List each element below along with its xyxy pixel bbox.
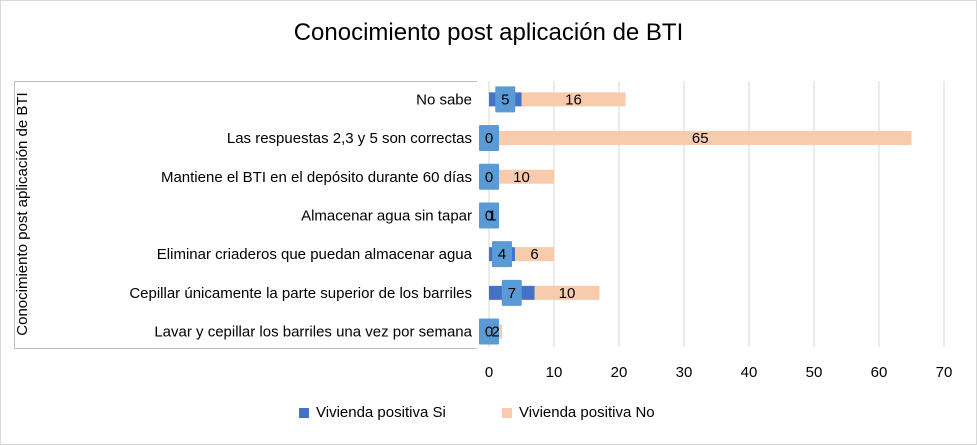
legend-swatch-no (502, 407, 512, 418)
data-label-box-si (479, 163, 499, 190)
category-label: No sabe (416, 91, 472, 108)
data-label-no: 10 (513, 169, 530, 186)
category-label: Almacenar agua sin tapar (301, 207, 472, 224)
legend-item-si: Vivienda positiva Si (299, 404, 446, 421)
category-label: Lavar y cepillar los barriles una vez po… (154, 324, 472, 341)
bar-no (515, 247, 554, 262)
legend-item-no: Vivienda positiva No (502, 404, 655, 421)
legend-swatch-si (299, 407, 309, 418)
x-tick-label: 50 (806, 364, 823, 381)
x-tick-label: 20 (611, 364, 628, 381)
data-label-box-si (479, 125, 499, 152)
data-label-si: 0 (485, 130, 493, 147)
x-tick-label: 0 (485, 364, 493, 381)
chart-title: Conocimiento post aplicación de BTI (293, 19, 684, 46)
legend-label-si: Vivienda positiva Si (316, 404, 446, 421)
data-label-si: 0 (485, 207, 493, 224)
category-label: Eliminar criaderos que puedan almacenar … (157, 246, 473, 263)
category-label: Las respuestas 2,3 y 5 son correctas (227, 130, 472, 147)
legend-label-no: Vivienda positiva No (519, 404, 655, 421)
data-label-box-si (501, 279, 522, 306)
data-label-box-si (495, 86, 516, 113)
data-label-box-si (479, 318, 499, 345)
data-label-box-si (479, 202, 499, 229)
data-label-no: 65 (692, 130, 709, 147)
bar-no (489, 169, 554, 184)
bar-no (534, 285, 600, 300)
category-label: Cepillar únicamente la parte superior de… (129, 285, 472, 302)
data-label-no: 6 (530, 246, 538, 263)
y-axis-label-box (14, 81, 477, 349)
data-label-no: 2 (491, 324, 499, 341)
data-label-si: 5 (501, 91, 509, 108)
data-label-si: 4 (498, 246, 506, 263)
data-label-no: 16 (565, 91, 582, 108)
x-tick-label: 70 (936, 364, 953, 381)
data-label-no: 10 (559, 285, 576, 302)
data-label-no: 1 (488, 207, 496, 224)
bar-no (489, 131, 912, 146)
x-tick-label: 30 (676, 364, 693, 381)
data-label-si: 0 (485, 324, 493, 341)
data-label-si: 7 (508, 285, 516, 302)
bar-no (521, 92, 626, 107)
category-label: Mantiene el BTI en el depósito durante 6… (161, 169, 472, 186)
x-tick-label: 10 (546, 364, 563, 381)
data-label-box-si (492, 241, 512, 268)
data-label-si: 0 (485, 169, 493, 186)
x-tick-label: 60 (871, 364, 888, 381)
x-tick-label: 40 (741, 364, 758, 381)
